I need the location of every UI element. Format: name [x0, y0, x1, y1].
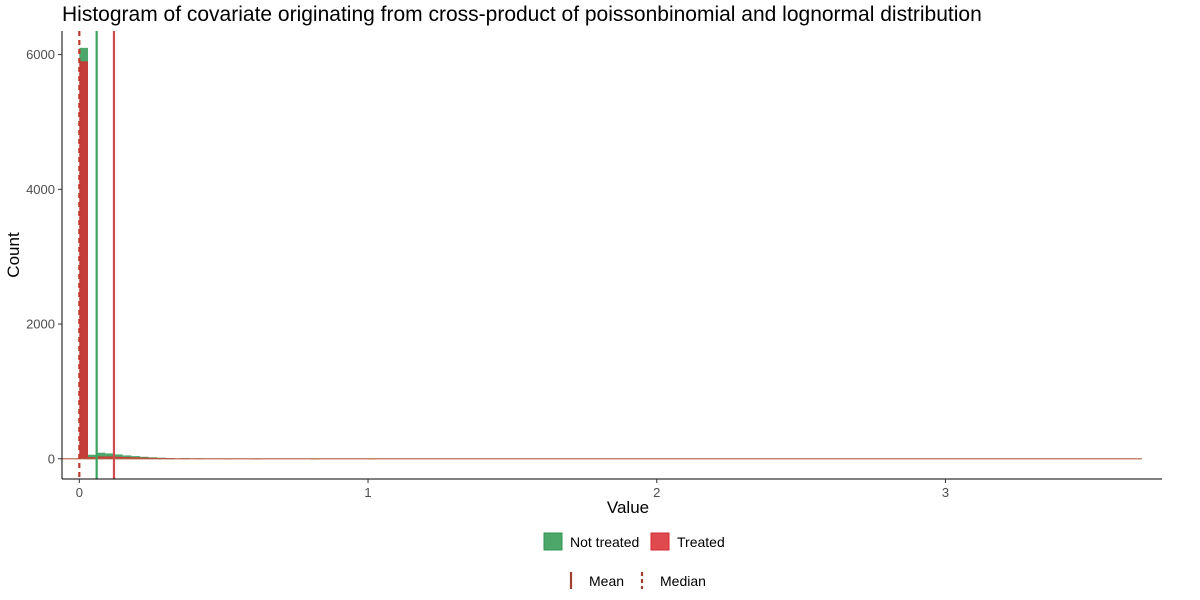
- y-axis-ticks: 0 2000 4000 6000: [26, 47, 62, 466]
- histogram-bar: [131, 457, 140, 459]
- legend-fill: Not treated Treated: [543, 532, 725, 551]
- x-tick-label: 3: [942, 485, 949, 500]
- legend-label-not-treated: Not treated: [570, 534, 639, 550]
- histogram-bars: [79, 47, 377, 460]
- y-tick-label: 6000: [26, 47, 55, 62]
- legend-line: Mean Median: [569, 572, 706, 589]
- histogram-bar: [87, 454, 97, 459]
- histogram-bar: [105, 453, 114, 459]
- chart-title: Histogram of covariate originating from …: [62, 3, 982, 26]
- histogram-bar: [113, 454, 123, 459]
- legend-label-median: Median: [660, 573, 706, 589]
- stat-lines: [78, 31, 116, 479]
- histogram-bar: [96, 456, 106, 459]
- histogram-bar: [122, 457, 132, 459]
- legend-label-treated: Treated: [677, 534, 725, 550]
- histogram-bar: [139, 457, 149, 459]
- y-tick-label: 0: [48, 451, 55, 466]
- x-axis-ticks: 0 1 2 3: [76, 479, 949, 500]
- histogram-bar: [105, 456, 114, 459]
- x-tick-label: 2: [653, 485, 660, 500]
- x-tick-label: 0: [76, 485, 83, 500]
- x-axis-title: Value: [607, 498, 649, 517]
- y-axis-title: Count: [4, 232, 23, 278]
- histogram-bar: [87, 457, 97, 459]
- x-tick-label: 1: [364, 485, 371, 500]
- histogram-bar: [113, 456, 123, 459]
- legend-label-mean: Mean: [589, 573, 624, 589]
- legend-swatch-treated: [650, 532, 670, 551]
- plot-panel: [62, 31, 1142, 479]
- y-tick-label: 4000: [26, 182, 55, 197]
- histogram-bar: [96, 452, 106, 459]
- y-tick-label: 2000: [26, 317, 55, 332]
- histogram-bar: [79, 61, 88, 459]
- legend-swatch-not-treated: [543, 532, 563, 551]
